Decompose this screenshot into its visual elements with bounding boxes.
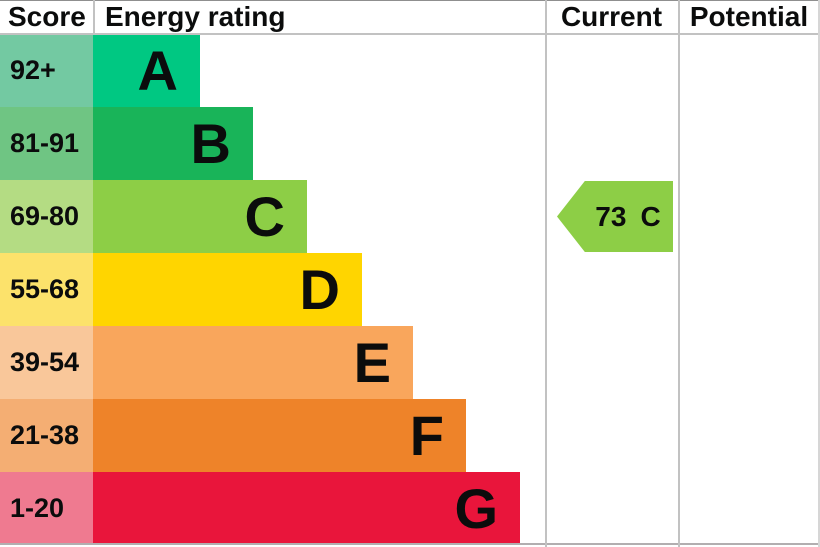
rating-bar: C	[93, 180, 307, 253]
score-cell: 1-20	[0, 472, 93, 545]
rating-bar: E	[93, 326, 413, 399]
score-cell: 81-91	[0, 107, 93, 180]
band-letter: D	[299, 257, 340, 321]
top-border	[0, 0, 820, 1]
score-cell: 92+	[0, 34, 93, 107]
header-bottom-border	[0, 33, 820, 35]
score-range: 92+	[10, 55, 56, 85]
band-letter: E	[353, 330, 391, 394]
score-column-divider	[93, 0, 95, 33]
current-score-value: 73	[595, 200, 627, 232]
rating-bar: A	[93, 34, 200, 107]
score-range: 69-80	[10, 201, 80, 231]
score-cell: 39-54	[0, 326, 93, 399]
header-score: Score	[8, 1, 86, 32]
band-row-b: 81-91 B	[0, 107, 253, 180]
score-range: 55-68	[10, 274, 80, 304]
score-cell: 21-38	[0, 399, 93, 472]
band-row-f: 21-38 F	[0, 399, 466, 472]
score-cell: 55-68	[0, 253, 93, 326]
header-energy-rating: Energy rating	[105, 1, 286, 32]
potential-column-divider	[678, 0, 680, 547]
current-column-divider	[545, 0, 547, 547]
band-row-e: 39-54 E	[0, 326, 413, 399]
right-border	[818, 0, 820, 547]
band-row-d: 55-68 D	[0, 253, 362, 326]
band-letter: A	[137, 38, 178, 102]
header-row: Score Energy rating Current Potential	[0, 0, 820, 34]
band-letter: C	[244, 184, 285, 248]
band-letter: F	[409, 403, 444, 467]
bottom-border	[0, 543, 820, 545]
score-range: 39-54	[10, 347, 80, 377]
rating-bar: B	[93, 107, 253, 180]
score-range: 1-20	[10, 493, 65, 523]
band-row-a: 92+ A	[0, 34, 200, 107]
current-rating-arrow: 73 C	[557, 181, 673, 252]
rating-bar: D	[93, 253, 362, 326]
rating-bar: G	[93, 472, 520, 545]
band-letter: G	[454, 476, 498, 540]
header-potential: Potential	[689, 1, 809, 32]
band-letter: B	[190, 111, 231, 175]
score-range: 81-91	[10, 128, 80, 158]
rating-bar: F	[93, 399, 466, 472]
current-band-letter: C	[640, 200, 661, 232]
score-range: 21-38	[10, 420, 80, 450]
score-cell: 69-80	[0, 180, 93, 253]
band-row-c: 69-80 C	[0, 180, 307, 253]
band-row-g: 1-20 G	[0, 472, 520, 545]
header-current: Current	[560, 1, 663, 32]
